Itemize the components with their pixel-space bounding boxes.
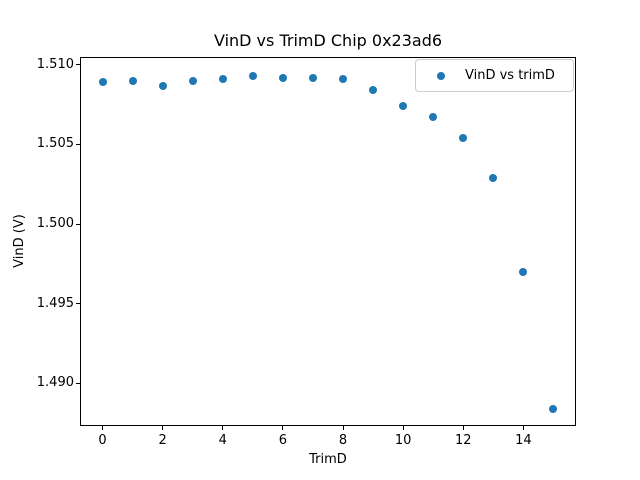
data-point — [339, 75, 348, 84]
legend-marker-icon — [437, 71, 445, 80]
x-tick-label: 2 — [158, 433, 167, 448]
y-tick-mark — [76, 303, 80, 305]
data-point — [549, 404, 558, 413]
data-point — [308, 73, 317, 82]
data-point — [98, 78, 107, 87]
x-tick-mark — [342, 426, 344, 430]
data-point — [278, 73, 287, 82]
x-tick-label: 10 — [394, 433, 412, 448]
x-tick-mark — [462, 426, 464, 430]
data-point — [399, 102, 408, 111]
y-tick-mark — [76, 223, 80, 225]
data-point — [369, 86, 378, 95]
x-tick-mark — [402, 426, 404, 430]
x-tick-label: 6 — [278, 433, 288, 448]
data-point — [519, 267, 528, 276]
y-tick-mark — [76, 64, 80, 66]
x-tick-mark — [222, 426, 224, 430]
y-tick-label: 1.510 — [36, 56, 74, 72]
legend-label: VinD vs trimD — [465, 67, 555, 83]
y-tick-label: 1.495 — [36, 295, 74, 311]
y-tick-label: 1.500 — [36, 216, 74, 231]
data-point — [188, 76, 197, 85]
y-tick-label: 1.505 — [36, 136, 74, 152]
plot-area — [80, 57, 576, 426]
legend: VinD vs trimD — [415, 59, 574, 92]
data-point — [459, 134, 468, 143]
x-tick-label: 8 — [338, 433, 348, 448]
y-tick-mark — [76, 143, 80, 145]
x-tick-mark — [102, 426, 104, 430]
x-tick-mark — [282, 426, 284, 430]
data-point — [218, 75, 227, 84]
data-point — [489, 173, 498, 182]
data-point — [158, 81, 167, 90]
x-tick-mark — [522, 426, 524, 430]
data-point — [248, 72, 257, 81]
data-point — [429, 113, 438, 122]
y-tick-mark — [76, 382, 80, 384]
data-point — [128, 76, 137, 85]
x-tick-label: 4 — [218, 433, 227, 448]
x-tick-label: 0 — [98, 433, 107, 448]
y-tick-label: 1.490 — [36, 375, 74, 391]
x-axis-label: TrimD — [309, 452, 347, 467]
x-tick-mark — [162, 426, 164, 430]
x-tick-label: 12 — [454, 433, 472, 448]
x-tick-label: 14 — [515, 433, 532, 448]
chart-title: VinD vs TrimD Chip 0x23ad6 — [213, 31, 443, 50]
